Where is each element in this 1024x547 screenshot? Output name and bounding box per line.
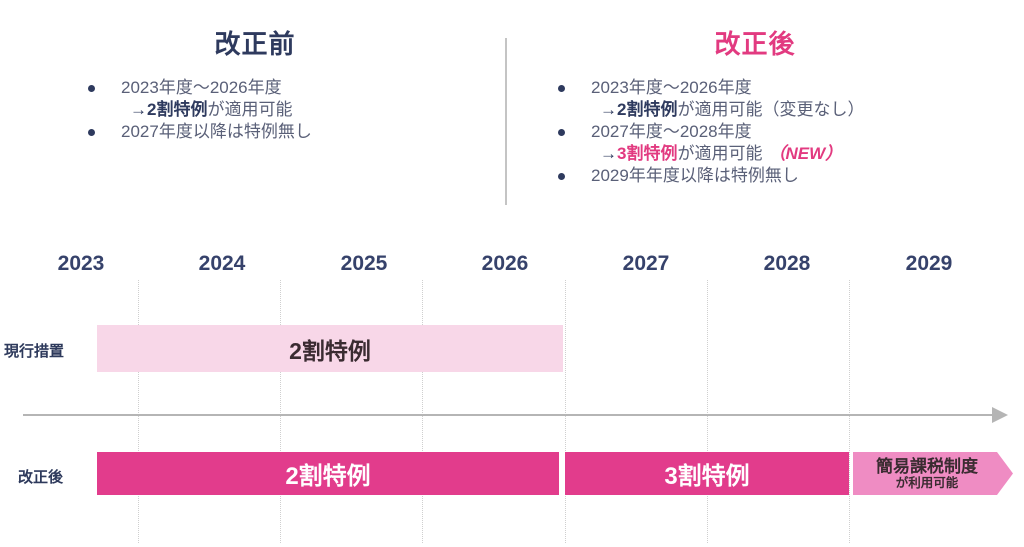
year-label-2026: 2026 [481, 252, 529, 275]
gridline [565, 280, 566, 543]
year-label-2024: 2024 [198, 252, 246, 275]
highlight-term: 2割特例 [617, 100, 678, 119]
bullet-icon [558, 85, 565, 92]
arrow-glyph: → [600, 144, 617, 163]
bullet-icon [88, 129, 95, 136]
bullet-icon [88, 85, 95, 92]
bullet-column [88, 121, 121, 143]
bar-revised-2wari: 2割特例 [97, 452, 559, 495]
bullet-column [88, 77, 121, 121]
bullet-line: 2023年度～2026年度 [591, 78, 752, 97]
year-label-2023: 2023 [57, 252, 105, 275]
row-label-current-measure: 現行措置 [4, 343, 65, 360]
bullet-icon [558, 129, 565, 136]
year-label-2027: 2027 [622, 252, 670, 275]
bullet-text-block: 2027年度～2028年度 →3割特例が適用可能 （NEW） [591, 121, 842, 165]
year-label-2029: 2029 [905, 252, 953, 275]
bullet-column [558, 77, 591, 121]
suffix-text: が適用可能（変更なし） [677, 100, 865, 119]
bullet-column [558, 165, 591, 187]
panel-after-title: 改正後 [714, 29, 796, 59]
bullet-column [558, 121, 591, 165]
after-bullet-list: 2023年度～2026年度 →2割特例が適用可能（変更なし） 2027年度～20… [558, 77, 1008, 187]
bullet-text-block: 2023年度～2026年度 →2割特例が適用可能 [121, 77, 292, 121]
gridline [280, 280, 281, 543]
bullet-line: 2027年度～2028年度 [591, 122, 752, 141]
list-item: 2023年度～2026年度 →2割特例が適用可能 [88, 77, 488, 121]
gridline [138, 280, 139, 543]
bullet-subline: →2割特例が適用可能（変更なし） [591, 99, 864, 121]
year-label-2025: 2025 [340, 252, 388, 275]
bullet-icon [558, 173, 565, 180]
bullet-text-block: 2029年年度以降は特例無し [591, 165, 799, 187]
row-label-revised: 改正後 [18, 469, 64, 486]
gridline [849, 280, 850, 543]
bar-current-2wari: 2割特例 [97, 325, 563, 372]
bullet-subline: →2割特例が適用可能 [121, 99, 292, 121]
timeline-arrowhead-icon [992, 407, 1008, 423]
panel-divider [505, 38, 507, 205]
suffix-text: が適用可能 [677, 144, 763, 163]
bullet-line: 2023年度～2026年度 [121, 78, 282, 97]
bar-revised-3wari: 3割特例 [565, 452, 849, 495]
list-item: 2027年度～2028年度 →3割特例が適用可能 （NEW） [558, 121, 1008, 165]
gridline [707, 280, 708, 543]
bullet-subline: →3割特例が適用可能 （NEW） [591, 143, 842, 165]
gridline [422, 280, 423, 543]
chevron-label-line2: が利用可能 [895, 476, 959, 490]
suffix-text: が適用可能 [207, 100, 293, 119]
new-badge: （NEW） [768, 144, 843, 163]
bullet-text-block: 2027年度以降は特例無し [121, 121, 312, 143]
bar-simplified-tax-chevron: 簡易課税制度 が利用可能 [853, 452, 1013, 495]
bullet-line: 2029年年度以降は特例無し [591, 166, 799, 185]
highlight-term: 2割特例 [147, 100, 208, 119]
list-item: 2027年度以降は特例無し [88, 121, 488, 143]
list-item: 2023年度～2026年度 →2割特例が適用可能（変更なし） [558, 77, 1008, 121]
panel-before-title: 改正前 [214, 29, 296, 59]
arrow-glyph: → [130, 100, 147, 119]
timeline-axis-line [23, 414, 993, 416]
bullet-text-block: 2023年度～2026年度 →2割特例が適用可能（変更なし） [591, 77, 864, 121]
arrow-glyph: → [600, 100, 617, 119]
chevron-label-line1: 簡易課税制度 [876, 457, 978, 476]
year-label-2028: 2028 [763, 252, 811, 275]
list-item: 2029年年度以降は特例無し [558, 165, 1008, 187]
bullet-line: 2027年度以降は特例無し [121, 122, 312, 141]
before-bullet-list: 2023年度～2026年度 →2割特例が適用可能 2027年度以降は特例無し [88, 77, 488, 143]
highlight-term: 3割特例 [617, 144, 678, 163]
